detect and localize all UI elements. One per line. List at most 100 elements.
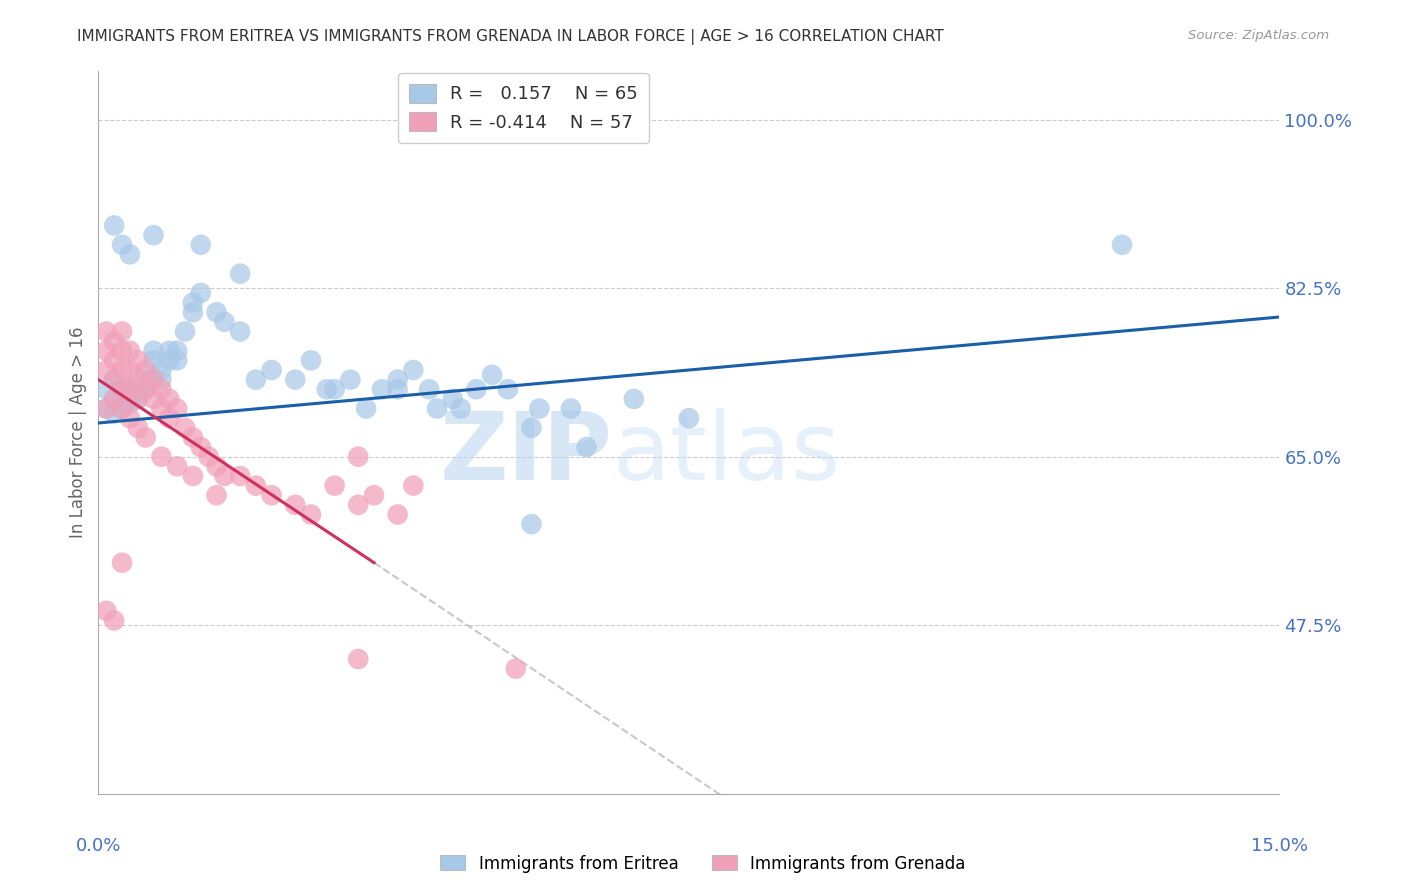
Text: Source: ZipAtlas.com: Source: ZipAtlas.com	[1188, 29, 1329, 43]
Point	[387, 508, 409, 522]
Point	[103, 334, 125, 348]
Point	[118, 247, 141, 261]
Point	[96, 604, 118, 618]
Point	[315, 382, 337, 396]
Point	[103, 353, 125, 368]
Point	[127, 392, 149, 406]
Point	[245, 478, 267, 492]
Point	[299, 353, 322, 368]
Point	[103, 392, 125, 406]
Point	[111, 325, 134, 339]
Point	[284, 498, 307, 512]
Point	[127, 387, 149, 401]
Point	[214, 315, 236, 329]
Point	[323, 382, 346, 396]
Point	[190, 440, 212, 454]
Point	[103, 614, 125, 628]
Point	[157, 353, 180, 368]
Text: atlas: atlas	[612, 409, 841, 500]
Point	[205, 488, 228, 502]
Point	[150, 450, 173, 464]
Point	[111, 382, 134, 396]
Point	[363, 488, 385, 502]
Point	[111, 401, 134, 416]
Point	[127, 353, 149, 368]
Point	[150, 382, 173, 396]
Point	[127, 392, 149, 406]
Point	[496, 382, 519, 396]
Point	[229, 469, 252, 483]
Point	[575, 440, 598, 454]
Point	[142, 353, 165, 368]
Point	[181, 305, 204, 319]
Y-axis label: In Labor Force | Age > 16: In Labor Force | Age > 16	[69, 326, 87, 539]
Point	[103, 373, 125, 387]
Point	[118, 411, 141, 425]
Point	[111, 401, 134, 416]
Point	[190, 285, 212, 300]
Point	[103, 392, 125, 406]
Point	[323, 478, 346, 492]
Point	[260, 488, 283, 502]
Text: 0.0%: 0.0%	[76, 838, 121, 855]
Point	[260, 363, 283, 377]
Point	[96, 382, 118, 396]
Text: 15.0%: 15.0%	[1251, 838, 1308, 855]
Point	[450, 401, 472, 416]
Point	[157, 343, 180, 358]
Point	[142, 392, 165, 406]
Point	[229, 325, 252, 339]
Point	[118, 363, 141, 377]
Point	[418, 382, 440, 396]
Point	[118, 382, 141, 396]
Point	[150, 401, 173, 416]
Point	[181, 295, 204, 310]
Point	[347, 652, 370, 666]
Point	[402, 478, 425, 492]
Point	[135, 430, 157, 444]
Point	[157, 411, 180, 425]
Point	[142, 343, 165, 358]
Text: ZIP: ZIP	[439, 409, 612, 500]
Point	[205, 305, 228, 319]
Point	[103, 373, 125, 387]
Point	[387, 373, 409, 387]
Point	[118, 387, 141, 401]
Legend: Immigrants from Eritrea, Immigrants from Grenada: Immigrants from Eritrea, Immigrants from…	[434, 848, 972, 880]
Point	[245, 373, 267, 387]
Point	[520, 517, 543, 532]
Point	[142, 228, 165, 243]
Point	[181, 469, 204, 483]
Point	[229, 267, 252, 281]
Point	[96, 401, 118, 416]
Point	[111, 237, 134, 252]
Point	[135, 363, 157, 377]
Point	[1111, 237, 1133, 252]
Point	[426, 401, 449, 416]
Point	[127, 421, 149, 435]
Point	[481, 368, 503, 382]
Point	[127, 373, 149, 387]
Point	[505, 662, 527, 676]
Point	[166, 353, 188, 368]
Point	[127, 382, 149, 396]
Point	[529, 401, 551, 416]
Point	[299, 508, 322, 522]
Point	[623, 392, 645, 406]
Point	[135, 382, 157, 396]
Point	[402, 363, 425, 377]
Point	[111, 382, 134, 396]
Point	[142, 373, 165, 387]
Point	[354, 401, 377, 416]
Point	[371, 382, 394, 396]
Point	[111, 363, 134, 377]
Point	[190, 237, 212, 252]
Point	[214, 469, 236, 483]
Point	[560, 401, 582, 416]
Point	[157, 392, 180, 406]
Point	[111, 392, 134, 406]
Point	[339, 373, 361, 387]
Point	[465, 382, 488, 396]
Point	[111, 343, 134, 358]
Legend: R =   0.157    N = 65, R = -0.414    N = 57: R = 0.157 N = 65, R = -0.414 N = 57	[398, 73, 650, 143]
